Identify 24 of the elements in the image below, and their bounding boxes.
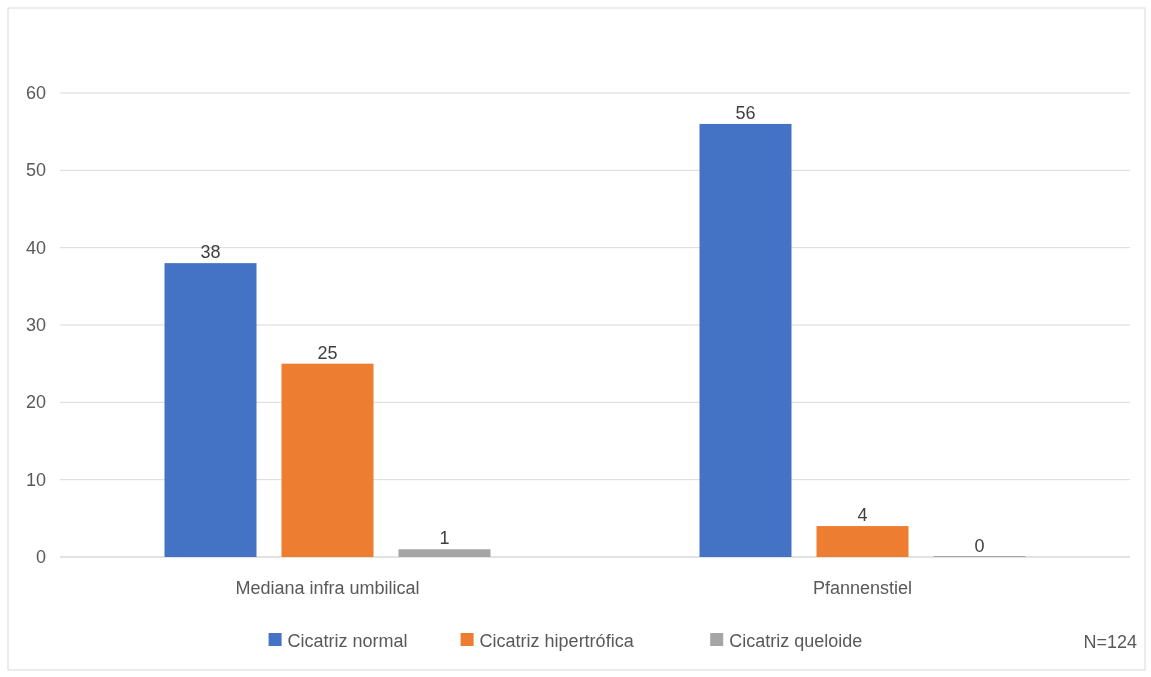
data-label: 38 (200, 242, 221, 263)
y-tick-label: 30 (25, 315, 46, 335)
y-tick-label: 20 (25, 392, 46, 413)
bar (816, 526, 909, 557)
y-tick-label: 0 (35, 547, 46, 567)
bar (164, 263, 257, 557)
y-tick-label: 60 (25, 83, 46, 103)
data-label: 56 (735, 102, 756, 123)
text: N=124 (1083, 632, 1137, 652)
x-tick-label: Pfannenstiel (812, 578, 913, 598)
bar (398, 549, 491, 557)
legend-label: Cicatriz hipertrófica (479, 631, 635, 651)
y-tick-label: 40 (25, 237, 46, 258)
y-tick-label: 10 (25, 469, 46, 490)
y-tick-label: 50 (25, 160, 46, 181)
data-label: 4 (857, 505, 868, 526)
bar (699, 123, 792, 557)
legend-label: Cicatriz queloide (729, 631, 863, 651)
data-label: 1 (439, 528, 450, 549)
data-label: 25 (317, 342, 338, 363)
legend-label: Cicatriz normal (287, 631, 408, 651)
data-label: 0 (974, 536, 985, 556)
bar (281, 363, 374, 557)
x-tick-label: Mediana infra umbilical (235, 578, 420, 598)
